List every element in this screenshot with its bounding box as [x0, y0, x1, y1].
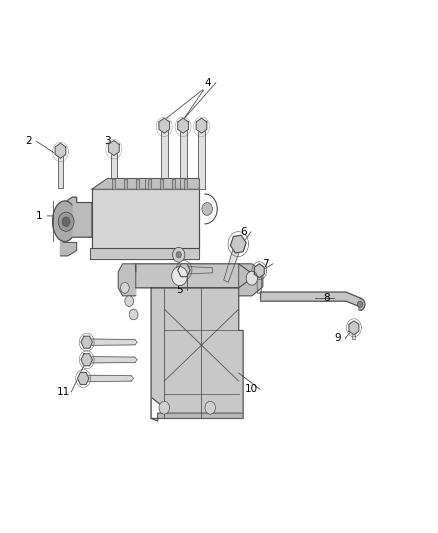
Polygon shape [184, 266, 212, 274]
Polygon shape [254, 264, 264, 278]
Polygon shape [196, 118, 207, 133]
Polygon shape [349, 321, 359, 335]
Polygon shape [148, 179, 152, 189]
Circle shape [357, 301, 363, 308]
Polygon shape [87, 339, 135, 345]
Circle shape [202, 203, 212, 215]
Polygon shape [92, 179, 199, 189]
Polygon shape [83, 375, 131, 382]
Circle shape [159, 401, 170, 414]
Polygon shape [53, 201, 72, 241]
Polygon shape [55, 143, 66, 158]
Text: 2: 2 [25, 136, 32, 146]
Polygon shape [178, 118, 188, 133]
Polygon shape [86, 357, 87, 363]
Bar [111, 150, 117, 193]
Polygon shape [60, 237, 77, 256]
Circle shape [173, 247, 185, 262]
Text: 9: 9 [334, 334, 341, 343]
Polygon shape [178, 264, 190, 277]
Circle shape [125, 296, 134, 306]
Polygon shape [81, 354, 92, 366]
Polygon shape [159, 118, 170, 133]
Polygon shape [136, 264, 250, 288]
Polygon shape [136, 179, 139, 189]
Polygon shape [352, 328, 356, 340]
Polygon shape [239, 264, 263, 296]
Polygon shape [81, 336, 92, 348]
Polygon shape [86, 339, 87, 345]
Bar [198, 128, 205, 189]
Text: 5: 5 [176, 286, 183, 295]
Circle shape [120, 282, 129, 293]
Circle shape [205, 401, 215, 414]
Polygon shape [90, 248, 199, 259]
Text: 6: 6 [240, 227, 247, 237]
Circle shape [58, 212, 74, 231]
Polygon shape [60, 197, 92, 237]
Polygon shape [261, 292, 361, 310]
Text: 8: 8 [323, 294, 330, 303]
Circle shape [129, 309, 138, 320]
Bar [180, 128, 187, 189]
Polygon shape [112, 179, 115, 189]
Polygon shape [151, 397, 243, 421]
Polygon shape [172, 179, 175, 189]
Text: 11: 11 [57, 387, 70, 397]
Polygon shape [92, 189, 199, 248]
Text: 10: 10 [245, 384, 258, 394]
Polygon shape [109, 141, 119, 156]
Polygon shape [360, 298, 365, 310]
Polygon shape [224, 243, 241, 282]
Circle shape [62, 217, 70, 227]
Polygon shape [160, 179, 163, 189]
Text: 7: 7 [261, 259, 268, 269]
Bar [161, 128, 168, 189]
Polygon shape [118, 264, 136, 296]
Polygon shape [151, 288, 243, 418]
Text: 3: 3 [104, 136, 111, 146]
Polygon shape [87, 357, 135, 363]
Polygon shape [184, 179, 187, 189]
Circle shape [246, 271, 258, 285]
Text: 1: 1 [36, 211, 43, 221]
Circle shape [176, 252, 181, 258]
Polygon shape [78, 373, 89, 384]
Polygon shape [230, 235, 246, 253]
Bar [58, 153, 63, 188]
Text: 4: 4 [205, 78, 212, 87]
Polygon shape [257, 271, 262, 293]
Polygon shape [124, 179, 127, 189]
Circle shape [172, 266, 187, 286]
